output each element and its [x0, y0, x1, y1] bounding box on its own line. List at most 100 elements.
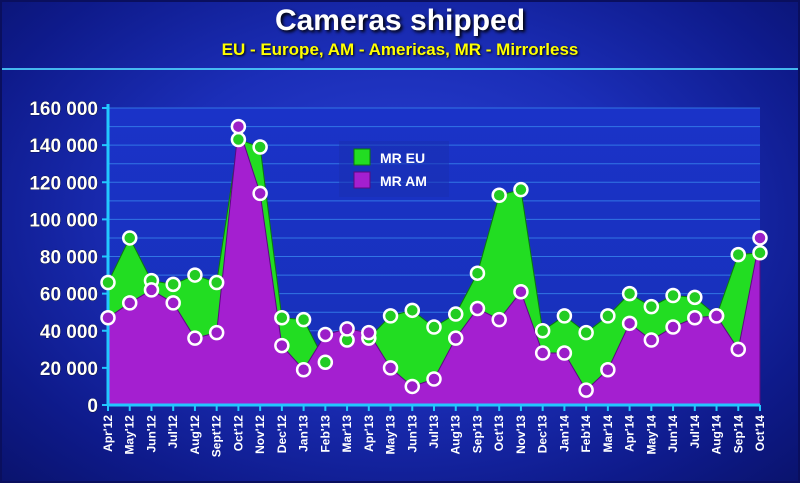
- marker-mr-am: [578, 382, 594, 398]
- marker-mr-am: [230, 118, 247, 135]
- marker-mr-am: [752, 230, 768, 246]
- marker-mr-eu: [643, 298, 660, 315]
- x-tick-label: Oct'12: [231, 415, 245, 452]
- y-tick-label: 140 000: [29, 136, 98, 157]
- marker-mr-am: [643, 332, 660, 348]
- x-tick-label: Mar'14: [601, 415, 615, 453]
- marker-mr-am: [187, 330, 203, 346]
- header-divider: [2, 68, 798, 70]
- marker-mr-eu: [600, 308, 616, 324]
- y-tick-label: 0: [87, 396, 98, 417]
- x-tick-label: Apr'12: [101, 415, 115, 452]
- chart-title: Cameras shipped: [274, 4, 526, 37]
- marker-mr-eu: [665, 287, 681, 304]
- x-tick-label: May'12: [123, 415, 137, 455]
- x-tick-label: Jun'13: [405, 415, 419, 453]
- marker-mr-eu: [556, 308, 573, 324]
- legend: MR EU MR AM: [339, 141, 449, 197]
- x-tick-label: May'14: [644, 415, 658, 455]
- marker-mr-am: [339, 321, 355, 337]
- area-mr-am: [107, 126, 761, 406]
- x-tick-label: Aug'14: [710, 415, 724, 455]
- marker-mr-am: [708, 308, 725, 324]
- y-tick-label: 20 000: [40, 359, 98, 380]
- marker-mr-am: [730, 341, 747, 358]
- marker-mr-eu: [730, 246, 747, 263]
- marker-mr-am: [361, 324, 377, 341]
- marker-mr-eu: [230, 131, 247, 148]
- marker-mr-am: [469, 300, 486, 317]
- marker-mr-am: [426, 371, 442, 387]
- marker-mr-am: [665, 319, 681, 335]
- y-tick-label: 120 000: [29, 173, 98, 194]
- marker-mr-eu: [752, 245, 768, 261]
- marker-mr-am: [447, 330, 464, 346]
- y-tick-label: 160 000: [29, 99, 98, 120]
- marker-mr-am: [491, 311, 507, 328]
- chart-subtitle: EU - Europe, AM - Americas, MR - Mirrorl…: [221, 40, 579, 59]
- x-tick-label: Nov'12: [253, 415, 267, 454]
- marker-mr-am: [143, 282, 160, 298]
- marker-mr-eu: [687, 289, 703, 306]
- x-tick-label: Dec'13: [536, 415, 550, 454]
- marker-mr-eu: [274, 310, 290, 326]
- x-tick-label: Jan'13: [297, 415, 311, 452]
- marker-mr-eu: [491, 187, 507, 203]
- marker-mr-am: [317, 326, 334, 343]
- marker-mr-eu: [187, 267, 203, 283]
- marker-mr-eu: [100, 274, 116, 291]
- marker-mr-eu: [534, 323, 551, 339]
- marker-mr-am: [208, 324, 225, 341]
- marker-mr-am: [534, 345, 551, 361]
- marker-mr-eu: [578, 324, 594, 341]
- marker-mr-eu: [165, 276, 181, 293]
- x-tick-label: Nov'13: [514, 415, 528, 454]
- x-tick-label: Dec'12: [275, 415, 289, 454]
- marker-mr-am: [252, 185, 268, 202]
- marker-mr-am: [121, 295, 138, 311]
- marker-mr-am: [382, 360, 399, 376]
- x-tick-label: Aug'12: [188, 415, 202, 455]
- marker-mr-am: [621, 315, 638, 332]
- axes: [102, 104, 761, 411]
- x-tick-label: Mar'13: [340, 415, 354, 453]
- x-tick-label: Oct'13: [492, 415, 506, 452]
- y-tick-label: 60 000: [40, 285, 98, 306]
- x-tick-label: Sep'14: [731, 415, 745, 454]
- marker-mr-eu: [317, 354, 334, 371]
- y-tick-labels: 0 20 000 40 000 60 000 80 000 100 000 120 000 1…: [29, 99, 98, 418]
- x-tick-label: Jun'12: [144, 415, 158, 453]
- marker-mr-eu: [252, 139, 268, 155]
- marker-mr-am: [404, 378, 421, 395]
- marker-mr-eu: [295, 311, 312, 328]
- x-tick-label: Jul'13: [427, 415, 441, 449]
- marker-mr-eu: [513, 181, 529, 198]
- x-tick-label: Jul'14: [688, 415, 702, 449]
- marker-mr-eu: [426, 319, 442, 335]
- series-areas: [107, 126, 761, 406]
- series-markers: [100, 118, 768, 398]
- marker-mr-am: [600, 361, 616, 378]
- x-tick-label: Jul'12: [166, 415, 180, 449]
- x-tick-label: Sep'13: [470, 415, 484, 454]
- x-tick-label: Aug'13: [449, 415, 463, 455]
- marker-mr-eu: [404, 302, 421, 319]
- marker-mr-am: [556, 345, 573, 361]
- x-tick-label: Oct'14: [753, 415, 767, 452]
- marker-mr-eu: [447, 306, 464, 322]
- y-tick-label: 80 000: [40, 248, 98, 269]
- legend-swatch-mr-am: [353, 171, 371, 189]
- legend-label-mr-am: MR AM: [380, 173, 427, 189]
- marker-mr-am: [274, 337, 290, 354]
- x-tick-label: Jan'14: [557, 415, 571, 452]
- marker-mr-am: [295, 361, 312, 378]
- x-tick-label: Apr'13: [362, 415, 376, 452]
- x-tick-label: Feb'14: [579, 415, 593, 453]
- x-tick-label: Apr'14: [623, 415, 637, 452]
- marker-mr-eu: [208, 274, 225, 291]
- marker-mr-am: [687, 310, 703, 326]
- marker-mr-am: [165, 295, 181, 311]
- marker-mr-eu: [121, 230, 138, 246]
- marker-mr-eu: [469, 265, 486, 281]
